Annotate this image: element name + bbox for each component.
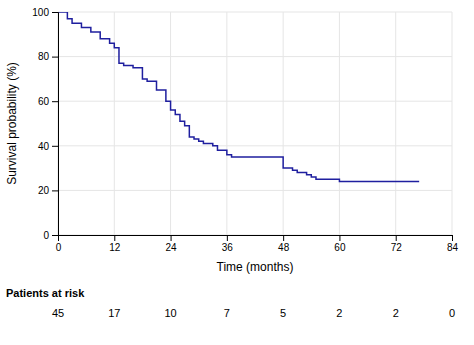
risk-value: 10 xyxy=(164,307,176,319)
grid xyxy=(58,12,452,235)
x-tick: 84 xyxy=(447,235,459,253)
y-tick: 40 xyxy=(38,141,58,152)
survival-line xyxy=(58,12,419,181)
x-tick-mark xyxy=(283,235,284,241)
y-tick-label: 80 xyxy=(38,51,50,62)
x-grid-line xyxy=(170,12,171,235)
y-grid-line xyxy=(58,12,452,13)
x-tick-mark xyxy=(171,235,172,241)
x-tick-mark xyxy=(452,235,453,241)
y-grid-line xyxy=(58,190,452,191)
x-tick-mark xyxy=(396,235,397,241)
x-tick-label: 84 xyxy=(447,242,459,253)
risk-value: 0 xyxy=(449,307,455,319)
y-tick: 20 xyxy=(38,185,58,196)
x-tick-label: 48 xyxy=(278,242,290,253)
x-tick: 12 xyxy=(109,235,121,253)
x-tick-label: 12 xyxy=(109,242,121,253)
risk-value: 2 xyxy=(393,307,399,319)
x-axis-title: Time (months) xyxy=(217,260,294,274)
risk-value: 45 xyxy=(52,307,64,319)
x-tick: 0 xyxy=(56,235,62,253)
risk-value: 5 xyxy=(280,307,286,319)
x-grid-line xyxy=(226,12,227,235)
y-axis: 0 20 40 60 80 100 xyxy=(32,7,58,241)
x-tick-mark xyxy=(114,235,115,241)
y-tick-mark xyxy=(52,101,58,102)
x-tick: 60 xyxy=(334,235,346,253)
x-axis-line xyxy=(59,236,453,242)
y-tick: 0 xyxy=(43,230,58,241)
y-tick-label: 0 xyxy=(43,230,49,241)
y-grid-line xyxy=(58,56,452,57)
y-tick-mark xyxy=(52,235,58,236)
x-tick: 24 xyxy=(166,235,178,253)
y-tick: 60 xyxy=(38,96,58,107)
risk-value: 2 xyxy=(336,307,342,319)
x-tick-mark xyxy=(339,235,340,241)
x-tick: 72 xyxy=(391,235,403,253)
y-tick-mark xyxy=(52,57,58,58)
risk-table-title: Patients at risk xyxy=(6,287,85,299)
risk-value: 17 xyxy=(108,307,120,319)
x-grid-line xyxy=(283,12,284,235)
y-tick-label: 20 xyxy=(38,185,50,196)
chart-svg: 012243648607284020406080100Time (months)… xyxy=(0,0,474,345)
y-tick: 100 xyxy=(32,7,58,18)
y-axis-line xyxy=(52,13,59,236)
background xyxy=(0,0,474,345)
y-grid-line xyxy=(58,145,452,146)
x-grid-line xyxy=(339,12,340,235)
x-grid-line xyxy=(452,12,453,235)
x-tick-mark xyxy=(227,235,228,241)
x-tick-label: 36 xyxy=(222,242,234,253)
risk-table: Patients at risk 45 17 10 7 5 2 2 0 xyxy=(6,287,455,319)
y-tick-mark xyxy=(52,190,58,191)
x-axis: 0 12 24 36 48 60 72 84 xyxy=(56,235,459,253)
x-tick: 36 xyxy=(222,235,234,253)
x-tick: 48 xyxy=(278,235,290,253)
x-tick-label: 60 xyxy=(334,242,346,253)
y-tick-mark xyxy=(52,12,58,13)
risk-value: 7 xyxy=(224,307,230,319)
x-grid-line xyxy=(395,12,396,235)
y-tick-label: 40 xyxy=(38,141,50,152)
plot-area xyxy=(58,12,419,181)
y-tick-mark xyxy=(52,146,58,147)
x-tick-label: 72 xyxy=(391,242,403,253)
y-tick-label: 60 xyxy=(38,96,50,107)
y-tick: 80 xyxy=(38,51,58,62)
x-tick-label: 0 xyxy=(56,242,62,253)
x-tick-label: 24 xyxy=(166,242,178,253)
y-tick-label: 100 xyxy=(32,7,49,18)
y-axis-title: Survival probability (%) xyxy=(5,62,19,185)
y-grid-line xyxy=(58,101,452,102)
